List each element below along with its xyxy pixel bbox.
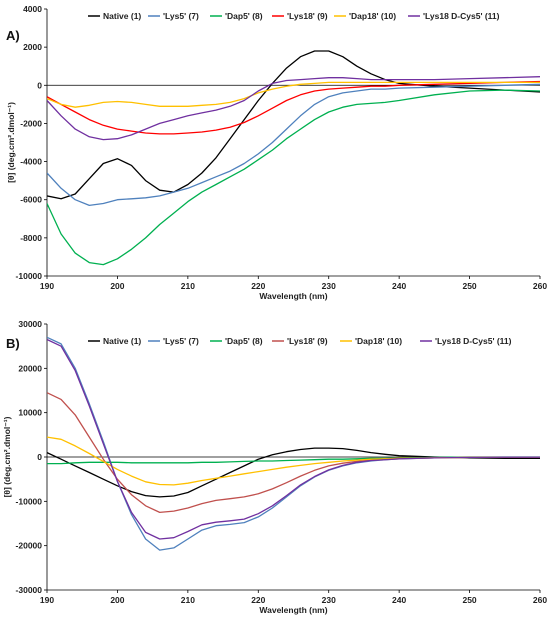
- y-tick-label: -10000: [16, 496, 43, 506]
- x-tick-label: 250: [462, 281, 476, 291]
- x-tick-label: 190: [40, 595, 54, 605]
- x-tick-label: 260: [533, 595, 547, 605]
- series-line: [47, 80, 540, 135]
- y-tick-label: 20000: [18, 363, 42, 373]
- y-tick-label: -6000: [20, 195, 42, 205]
- x-tick-label: 230: [322, 595, 336, 605]
- series-line: [47, 436, 540, 486]
- x-tick-label: 220: [251, 595, 265, 605]
- y-tick-label: -10000: [16, 271, 43, 281]
- panel-a: -10000 -8000 -6000 -4000 -2000 0 2000 4000 190 20…: [6, 4, 547, 301]
- panel-label: B): [6, 336, 20, 351]
- y-tick-label: 30000: [18, 319, 42, 329]
- y-tick-label: 10000: [18, 408, 42, 418]
- x-tick-label: 200: [110, 595, 124, 605]
- y-tick-label: -30000: [16, 585, 43, 595]
- y-axis-label: [θ] (deg.cm².dmol⁻¹): [2, 416, 12, 497]
- series-line: [47, 338, 540, 540]
- x-tick-label: 210: [181, 595, 195, 605]
- legend-label: 'Lys18' (9): [287, 11, 328, 21]
- x-tick-label: 220: [251, 281, 265, 291]
- legend-label: 'Lys18 D-Cys5' (11): [423, 11, 500, 21]
- legend-label: 'Lys5' (7): [163, 336, 199, 346]
- legend-label: Native (1): [103, 11, 141, 21]
- y-tick-label: 0: [37, 452, 42, 462]
- x-tick-label: 240: [392, 281, 406, 291]
- legend-label: Native (1): [103, 336, 141, 346]
- legend-label: 'Dap5' (8): [225, 11, 263, 21]
- y-tick-label: 4000: [23, 4, 42, 14]
- y-tick-label: -20000: [16, 541, 43, 551]
- x-tick-label: 190: [40, 281, 54, 291]
- y-tick-label: -8000: [20, 233, 42, 243]
- series-line: [47, 89, 540, 266]
- series-line: [47, 83, 540, 207]
- series-line: [47, 447, 540, 498]
- x-axis-label: Wavelength (nm): [259, 291, 327, 301]
- y-tick-label: 0: [37, 80, 42, 90]
- legend-label: 'Lys5' (7): [163, 11, 199, 21]
- legend-label: 'Lys18' (9): [287, 336, 328, 346]
- x-tick-label: 210: [181, 281, 195, 291]
- legend-label: 'Dap18' (10): [355, 336, 402, 346]
- x-tick-label: 240: [392, 595, 406, 605]
- y-axis-label: [θ] (deg.cm².dmol⁻¹): [6, 102, 16, 183]
- series-line: [47, 76, 540, 141]
- x-tick-label: 250: [462, 595, 476, 605]
- legend-label: 'Dap18' (10): [349, 11, 396, 21]
- x-tick-label: 200: [110, 281, 124, 291]
- series-line: [47, 336, 540, 551]
- series-line: [47, 392, 540, 514]
- series-line: [47, 50, 540, 200]
- panel-label: A): [6, 28, 20, 43]
- legend-label: 'Dap5' (8): [225, 336, 263, 346]
- legend-label: 'Lys18 D-Cys5' (11): [435, 336, 512, 346]
- y-tick-label: -4000: [20, 157, 42, 167]
- y-tick-label: -2000: [20, 118, 42, 128]
- x-tick-label: 230: [322, 281, 336, 291]
- y-tick-label: 2000: [23, 42, 42, 52]
- x-tick-label: 260: [533, 281, 547, 291]
- panel-b: -30000 -20000 -10000 0 10000 20000 30000 190 200…: [2, 319, 547, 615]
- x-axis-label: Wavelength (nm): [259, 605, 327, 615]
